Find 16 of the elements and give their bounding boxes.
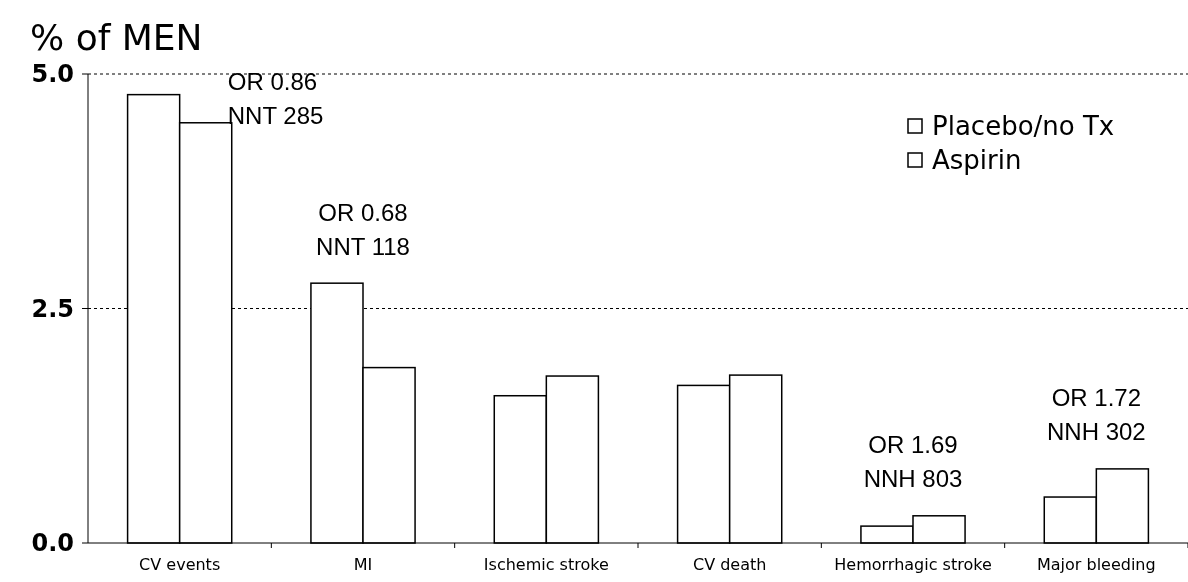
- x-tick-label: Ischemic stroke: [483, 555, 609, 574]
- x-tick-label: Hemorrhagic stroke: [834, 555, 992, 574]
- x-tick-label: CV death: [692, 555, 767, 574]
- legend-label: Aspirin: [932, 145, 1022, 175]
- annotation: OR 1.72 NNH 302: [1046, 384, 1146, 446]
- annotation: OR 0.68 NNT 118: [316, 198, 410, 260]
- chart-title: % of MEN: [30, 17, 203, 58]
- annotation: OR 0.86 NNT 285: [227, 68, 324, 130]
- y-tick-label: 5.0: [31, 60, 74, 89]
- y-tick-label: 0.0: [31, 529, 74, 558]
- annotation: OR 1.69 NNH 803: [863, 431, 963, 493]
- y-tick-label: 2.5: [31, 294, 74, 323]
- legend-label: Placebo/no Tx: [932, 111, 1115, 141]
- x-tick-label: MI: [353, 555, 373, 574]
- x-tick-label: CV events: [139, 555, 221, 574]
- x-tick-label: Major bleeding: [1036, 555, 1156, 574]
